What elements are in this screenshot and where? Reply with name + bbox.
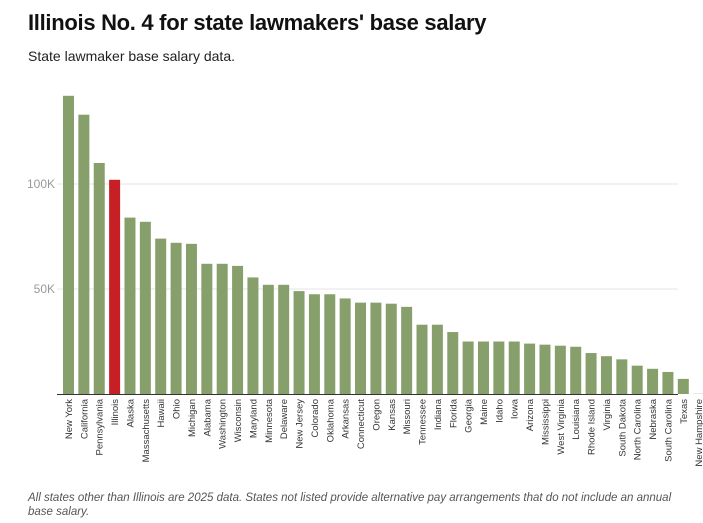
x-tick-label: Oregon (371, 399, 382, 431)
x-tick-label: New York (64, 399, 75, 439)
bar-florida (447, 332, 459, 394)
bar-iowa (508, 341, 520, 394)
bar-louisiana (570, 346, 582, 394)
x-tick-label: Maryland (248, 399, 259, 438)
bar-south-dakota (616, 359, 628, 394)
bar-arkansas (339, 298, 351, 394)
bar-virginia (600, 356, 612, 394)
bar-illinois (109, 179, 121, 394)
x-tick-label: Louisiana (571, 398, 582, 439)
x-tick-label: Ohio (172, 399, 183, 419)
x-tick-label: Minnesota (264, 398, 275, 443)
bar-ohio (170, 242, 182, 394)
x-tick-label: Nebraska (648, 398, 659, 439)
bar-california (78, 114, 90, 394)
bar-mississippi (539, 344, 551, 394)
x-tick-label: West Virginia (556, 398, 567, 454)
bar-nebraska (647, 368, 659, 394)
bar-georgia (462, 341, 474, 394)
x-tick-label: New Jersey (295, 399, 306, 449)
x-tick-label: Mississippi (540, 399, 551, 445)
bar-michigan (185, 243, 197, 394)
x-tick-label: Georgia (464, 398, 475, 433)
x-tick-label: South Carolina (663, 398, 674, 462)
bar-pennsylvania (93, 163, 105, 394)
x-tick-label: Virginia (602, 398, 613, 430)
chart-title: Illinois No. 4 for state lawmakers' base… (28, 10, 487, 35)
x-tick-label: New Hampshire (694, 399, 703, 467)
x-tick-label: Idaho (494, 399, 505, 423)
bar-south-carolina (662, 371, 674, 394)
y-tick-label: 50K (34, 282, 55, 296)
x-tick-label: Iowa (510, 398, 521, 419)
x-tick-label: California (79, 398, 90, 439)
x-tick-label: Wisconsin (233, 399, 244, 442)
x-tick-label: Maine (479, 399, 490, 425)
bar-north-carolina (631, 365, 643, 394)
x-tick-label: Missouri (402, 399, 413, 434)
bar-maine (477, 341, 489, 394)
x-tick-label: Arizona (525, 398, 536, 431)
bar-delaware (278, 284, 290, 394)
bar-idaho (493, 341, 505, 394)
bar-hawaii (155, 238, 167, 394)
x-tick-label: Florida (448, 398, 459, 428)
bar-missouri (401, 306, 413, 394)
bar-colorado (308, 294, 320, 394)
bar-connecticut (355, 302, 367, 394)
x-tick-label: Delaware (279, 399, 290, 439)
x-tick-label: Hawaii (156, 399, 167, 428)
x-tick-label: Michigan (187, 399, 198, 437)
x-tick-label: Pennsylvania (95, 398, 106, 455)
x-tick-label: Rhode Island (587, 399, 598, 455)
bar-alabama (201, 263, 213, 394)
x-tick-label: North Carolina (633, 398, 644, 460)
bars (63, 95, 703, 395)
x-tick-label: Colorado (310, 399, 321, 438)
bar-arizona (524, 343, 536, 394)
bar-chart: 50K 100K New York California Pennsylvania Il… (27, 95, 703, 467)
bar-minnesota (262, 284, 274, 394)
bar-massachusetts (139, 221, 151, 394)
x-tick-label: Alabama (202, 398, 213, 436)
x-tick-label: Alaska (125, 398, 136, 427)
x-tick-label: Arkansas (341, 399, 352, 439)
bar-alaska (124, 217, 136, 394)
bar-indiana (431, 324, 443, 394)
bar-new-jersey (293, 291, 305, 394)
gridlines: 50K 100K (27, 177, 678, 296)
x-tick-label: Connecticut (356, 399, 367, 450)
x-tick-label: Illinois (110, 399, 121, 426)
footnote: All states other than Illinois are 2025 … (28, 492, 672, 518)
x-tick-label: Tennessee (418, 399, 429, 445)
x-tick-label: Oklahoma (325, 398, 336, 442)
y-tick-label: 100K (27, 177, 55, 191)
x-tick-label: Indiana (433, 398, 444, 430)
x-tick-label: Massachusetts (141, 399, 152, 463)
x-tick-labels: New York California Pennsylvania Illinois Al… (64, 398, 703, 466)
bar-tennessee (416, 324, 428, 394)
bar-oregon (370, 302, 382, 394)
bar-rhode-island (585, 353, 597, 394)
bar-wisconsin (232, 265, 244, 394)
x-tick-label: Texas (679, 399, 690, 424)
bar-maryland (247, 277, 259, 394)
bar-new-york (63, 95, 74, 395)
bar-west-virginia (554, 345, 566, 394)
bar-kansas (385, 303, 397, 394)
x-tick-label: Kansas (387, 399, 398, 431)
chart-subtitle: State lawmaker base salary data. (28, 48, 235, 64)
bar-texas (677, 378, 689, 394)
x-tick-label: Washington (218, 399, 229, 449)
bar-oklahoma (324, 294, 336, 394)
bar-washington (216, 263, 228, 394)
x-tick-label: South Dakota (617, 398, 628, 456)
